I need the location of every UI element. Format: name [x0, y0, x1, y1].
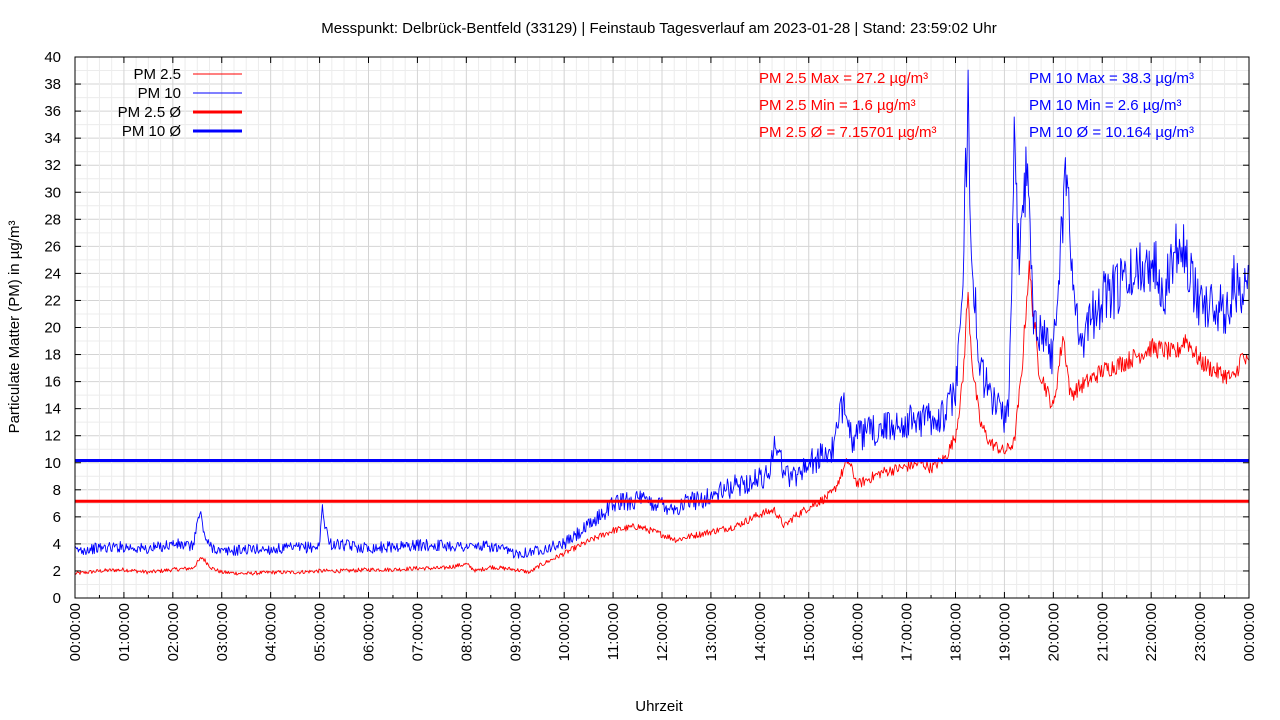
x-tick-label: 16:00:00 [850, 603, 867, 661]
y-tick-label: 28 [44, 211, 61, 228]
y-tick-label: 24 [44, 265, 61, 282]
y-tick-label: 34 [44, 130, 61, 147]
x-tick-label: 21:00:00 [1094, 603, 1111, 661]
pm10-min-annotation: PM 10 Min = 2.6 µg/m³ [1029, 97, 1181, 114]
x-tick-label: 15:00:00 [801, 603, 818, 661]
x-tick-label: 04:00:00 [263, 603, 280, 661]
x-tick-label: 06:00:00 [361, 603, 378, 661]
y-tick-label: 2 [53, 563, 61, 580]
legend-label-pm10: PM 10 [138, 85, 181, 102]
x-tick-label: 07:00:00 [409, 603, 426, 661]
y-tick-label: 10 [44, 455, 61, 472]
x-tick-label: 13:00:00 [703, 603, 720, 661]
y-tick-label: 4 [53, 536, 61, 553]
y-tick-label: 36 [44, 103, 61, 120]
series-0-line [74, 260, 1250, 576]
ticks: 024681012141618202224262830323436384000:… [44, 49, 1258, 661]
pm10-max-annotation: PM 10 Max = 38.3 µg/m³ [1029, 70, 1194, 87]
legend-label-pm10-avg: PM 10 Ø [122, 123, 182, 140]
x-tick-label: 20:00:00 [1045, 603, 1062, 661]
x-tick-label: 02:00:00 [165, 603, 182, 661]
x-axis-label: Uhrzeit [635, 698, 683, 715]
x-tick-label: 11:00:00 [605, 603, 622, 660]
x-tick-label: 23:00:00 [1192, 603, 1209, 661]
x-tick-label: 18:00:00 [948, 603, 965, 661]
y-tick-label: 32 [44, 157, 61, 174]
y-tick-label: 40 [44, 49, 61, 66]
x-tick-label: 19:00:00 [996, 603, 1013, 661]
series-1-line [74, 69, 1250, 559]
x-tick-label: 01:00:00 [116, 603, 133, 661]
y-tick-label: 26 [44, 238, 61, 255]
y-tick-label: 22 [44, 292, 61, 309]
y-tick-label: 38 [44, 76, 61, 93]
y-tick-label: 8 [53, 482, 61, 499]
x-tick-label: 09:00:00 [507, 603, 524, 661]
pm10-avg-annotation: PM 10 Ø = 10.164 µg/m³ [1029, 124, 1194, 141]
y-tick-label: 0 [53, 590, 61, 607]
x-tick-label: 12:00:00 [654, 603, 671, 661]
legend-label-pm25: PM 2.5 [133, 66, 181, 83]
x-tick-label: 22:00:00 [1143, 603, 1160, 661]
x-tick-label: 08:00:00 [458, 603, 475, 661]
y-tick-label: 14 [44, 401, 61, 418]
y-tick-label: 20 [44, 320, 61, 337]
legend-label-pm25-avg: PM 2.5 Ø [118, 104, 182, 121]
y-tick-label: 18 [44, 347, 61, 364]
x-tick-label: 05:00:00 [312, 603, 329, 661]
x-tick-label: 17:00:00 [899, 603, 916, 661]
x-tick-label: 00:00:00 [67, 603, 84, 661]
pm25-min-annotation: PM 2.5 Min = 1.6 µg/m³ [759, 97, 916, 114]
x-tick-label: 03:00:00 [214, 603, 231, 661]
stats-annotations: PM 2.5 Max = 27.2 µg/m³ PM 2.5 Min = 1.6… [759, 70, 1194, 141]
x-tick-label: 00:00:00 [1241, 603, 1258, 661]
y-tick-label: 6 [53, 509, 61, 526]
chart-title: Messpunkt: Delbrück-Bentfeld (33129) | F… [321, 20, 996, 37]
x-tick-label: 10:00:00 [556, 603, 573, 661]
y-axis-label: Particulate Matter (PM) in µg/m³ [6, 221, 23, 434]
y-tick-label: 16 [44, 374, 61, 391]
legend: PM 2.5 PM 10 PM 2.5 Ø PM 10 Ø [118, 66, 242, 140]
pm25-avg-annotation: PM 2.5 Ø = 7.15701 µg/m³ [759, 124, 936, 141]
x-tick-label: 14:00:00 [752, 603, 769, 661]
pm25-max-annotation: PM 2.5 Max = 27.2 µg/m³ [759, 70, 928, 87]
series-layer [74, 69, 1250, 576]
y-tick-label: 12 [44, 428, 61, 445]
y-tick-label: 30 [44, 184, 61, 201]
